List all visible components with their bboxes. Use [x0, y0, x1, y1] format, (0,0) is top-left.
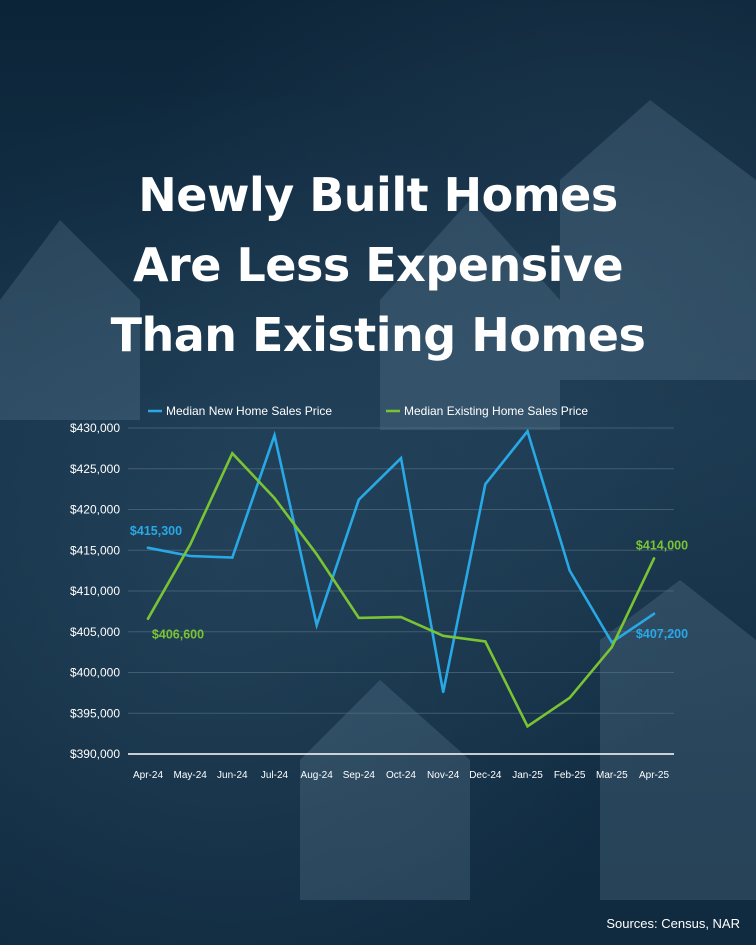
line-chart: $430,000 $425,000 $420,000 $415,000 $410,000… [70, 404, 688, 781]
data-point [146, 546, 150, 550]
data-point [526, 725, 529, 728]
data-point [484, 483, 487, 486]
data-point [357, 616, 361, 620]
y-tick-label: $400,000 [70, 666, 120, 680]
y-tick-label: $410,000 [70, 584, 120, 598]
data-point [652, 557, 656, 560]
title-line-1: Newly Built Homes [138, 168, 618, 222]
x-tick-label: Nov-24 [427, 770, 460, 781]
data-label: $407,200 [636, 627, 688, 641]
data-point [652, 612, 656, 616]
data-point [441, 690, 445, 694]
data-point [484, 640, 487, 643]
data-label: $406,600 [152, 628, 204, 642]
data-point [568, 569, 571, 572]
x-tick-label: Jul-24 [261, 770, 289, 781]
source-note: Sources: Census, NAR [606, 916, 740, 931]
y-tick-label: $390,000 [70, 747, 120, 761]
data-label: $414,000 [636, 538, 688, 552]
title-line-3: Than Existing Homes [110, 308, 646, 362]
legend-label-1: Median New Home Sales Price [166, 404, 332, 418]
data-point [273, 434, 276, 437]
x-tick-label: Oct-24 [386, 770, 416, 781]
x-tick-label: Jun-24 [217, 770, 248, 781]
data-point [273, 496, 276, 500]
y-tick-label: $405,000 [70, 625, 120, 639]
data-point [399, 615, 403, 619]
data-point [357, 498, 361, 501]
data-point [315, 553, 318, 556]
page-title: Newly Built Homes Are Less Expensive Tha… [0, 160, 756, 370]
x-tick-label: Jan-25 [512, 770, 543, 781]
data-point [188, 543, 192, 546]
x-tick-label: Aug-24 [301, 770, 334, 781]
data-point [231, 556, 234, 559]
y-tick-label: $395,000 [70, 706, 120, 720]
data-point [610, 646, 614, 649]
data-point [399, 456, 403, 460]
data-point [188, 554, 192, 558]
data-point [441, 634, 445, 638]
x-tick-label: May-24 [173, 770, 207, 781]
x-tick-label: Sep-24 [343, 770, 376, 781]
y-tick-label: $430,000 [70, 421, 120, 435]
data-point [315, 624, 318, 627]
x-tick-label: Apr-24 [133, 770, 163, 781]
y-tick-label: $420,000 [70, 503, 120, 517]
y-tick-label: $415,000 [70, 543, 120, 557]
y-tick-label: $425,000 [70, 462, 120, 476]
x-tick-label: Dec-24 [469, 770, 502, 781]
x-tick-label: Apr-25 [639, 770, 669, 781]
title-line-2: Are Less Expensive [132, 238, 624, 292]
series-line-2 [146, 451, 656, 729]
x-tick-label: Feb-25 [554, 770, 586, 781]
legend-label-2: Median Existing Home Sales Price [404, 404, 588, 418]
data-point [568, 696, 571, 699]
data-point [231, 452, 234, 455]
data-point [146, 617, 150, 620]
x-tick-label: Mar-25 [596, 770, 628, 781]
data-label: $415,300 [130, 524, 182, 538]
data-point [526, 430, 529, 433]
